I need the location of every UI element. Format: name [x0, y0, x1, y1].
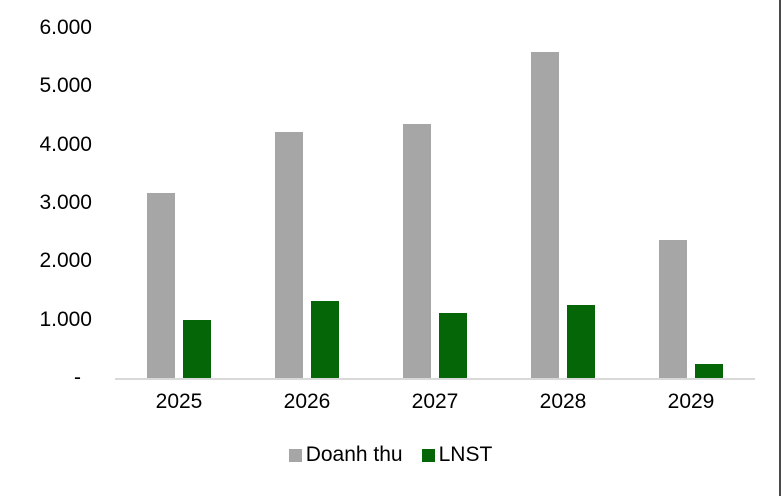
- y-tick-label: 6.000: [39, 16, 92, 39]
- x-tick-label: 2027: [411, 390, 459, 413]
- plot-area: [115, 28, 755, 380]
- x-tick-label: 2029: [667, 390, 715, 413]
- x-tick-label: 2025: [155, 390, 203, 413]
- bar-doanh-thu-2026: [275, 132, 303, 378]
- legend-swatch-icon: [421, 448, 435, 462]
- x-tick-label: 2028: [539, 390, 587, 413]
- legend-swatch-icon: [288, 448, 302, 462]
- y-tick-label: 2.000: [39, 249, 92, 273]
- legend-label: LNST: [438, 443, 493, 466]
- bar-doanh-thu-2027: [403, 123, 431, 378]
- y-tick-label: 1.000: [39, 307, 92, 331]
- y-tick-label: -: [74, 366, 81, 389]
- legend-item-doanh-thu: Doanh thu: [288, 441, 403, 469]
- legend: Doanh thu LNST: [0, 441, 781, 469]
- bar-lnst-2025: [183, 319, 211, 378]
- bar-lnst-2026: [311, 301, 339, 378]
- x-axis-tick-labels: 2025 2026 2027 2028 2029: [115, 388, 755, 416]
- y-tick-label: 5.000: [39, 74, 92, 98]
- bar-lnst-2027: [439, 312, 467, 378]
- bar-lnst-2029: [695, 364, 723, 378]
- bar-lnst-2028: [567, 305, 595, 378]
- bar-doanh-thu-2025: [147, 193, 175, 378]
- legend-label: Doanh thu: [305, 443, 403, 466]
- bar-doanh-thu-2028: [531, 51, 559, 378]
- y-tick-label: 3.000: [39, 191, 92, 214]
- bar-doanh-thu-2029: [659, 239, 687, 378]
- x-tick-label: 2026: [283, 390, 331, 413]
- y-tick-label: 4.000: [39, 132, 92, 156]
- y-axis-tick-labels: 6.000 5.000 4.000 3.000 2.000 1.000 -: [0, 0, 92, 400]
- right-border-line: [779, 0, 781, 496]
- legend-item-lnst: LNST: [421, 441, 493, 469]
